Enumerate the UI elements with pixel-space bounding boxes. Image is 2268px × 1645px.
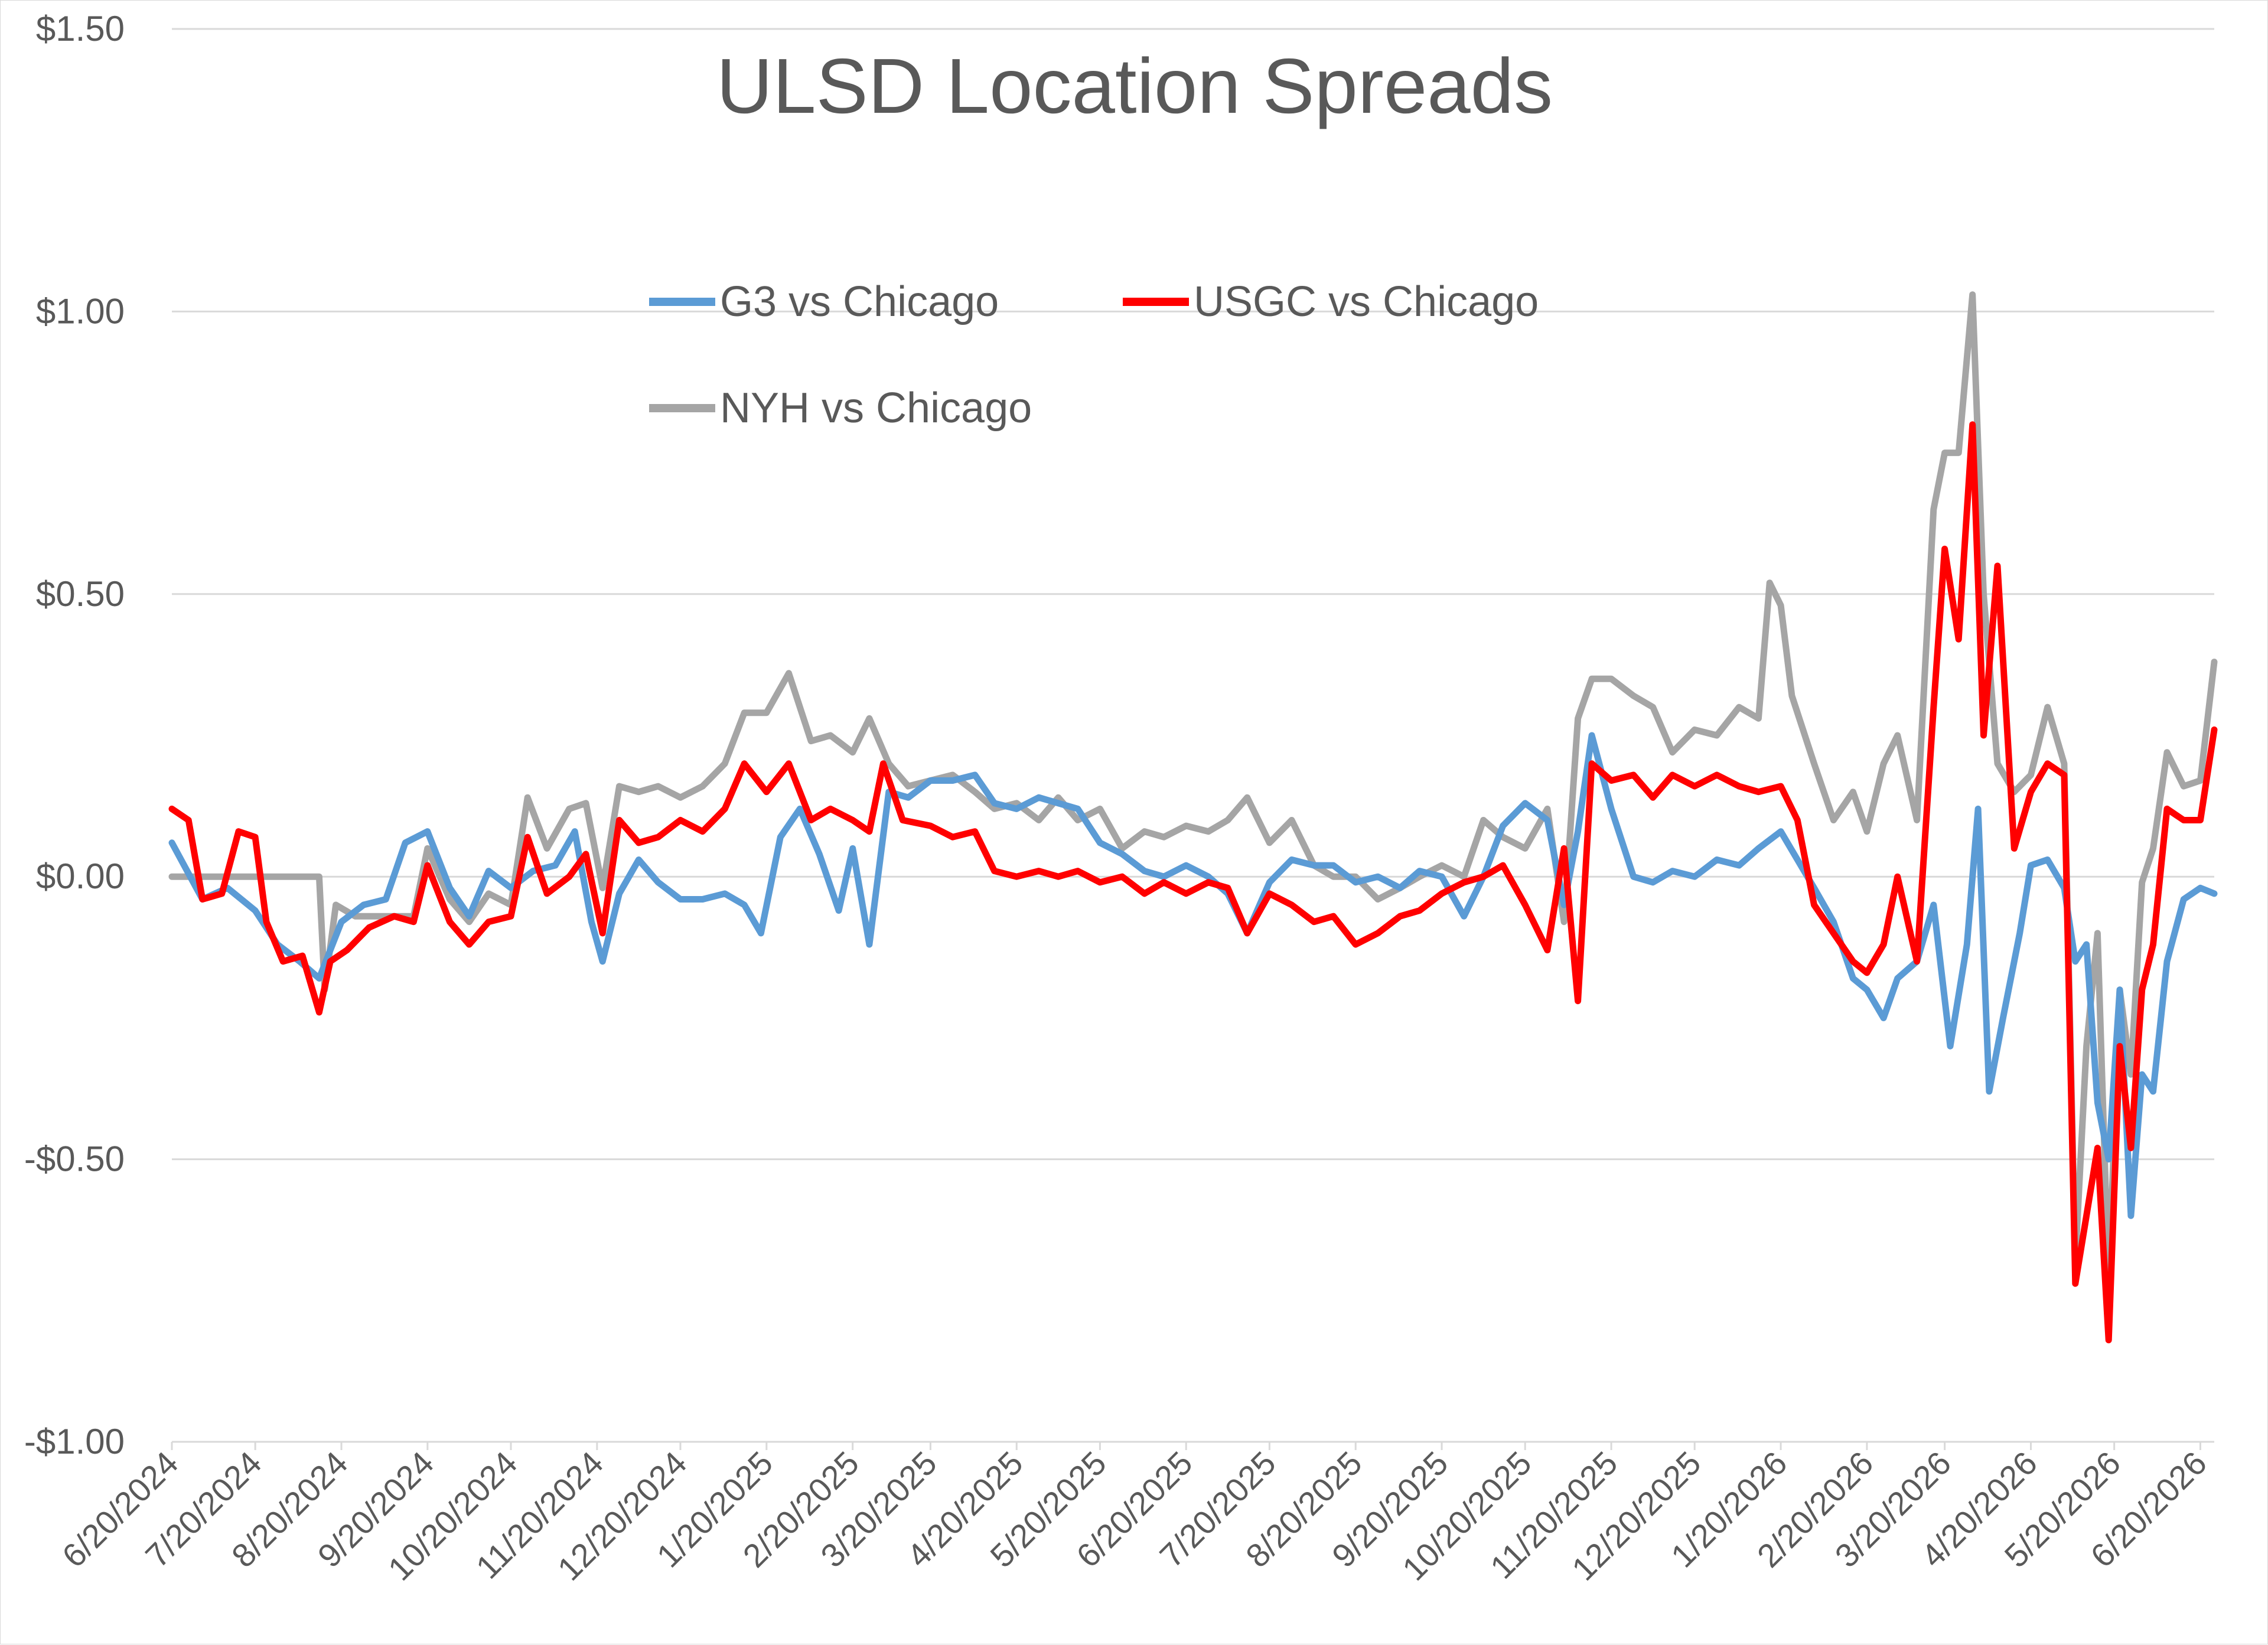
y-axis-ticks: $1.50 $1.00 $0.50 $0.00 -$0.50 -$1.00 [24, 9, 125, 1461]
legend-item-g3: G3 vs Chicago [649, 278, 999, 325]
legend: G3 vs Chicago USGC vs Chicago NYH vs Chi… [649, 278, 1539, 432]
legend-item-nyh: NYH vs Chicago [649, 385, 1032, 432]
chart-title: ULSD Location Spreads [716, 43, 1553, 129]
series-line-g3 [168, 732, 2218, 1219]
y-tick-label: $1.50 [36, 9, 125, 48]
series-line-usgc [168, 421, 2218, 1344]
y-tick-label: $0.50 [36, 574, 125, 614]
legend-item-usgc: USGC vs Chicago [1123, 278, 1539, 325]
legend-label-usgc: USGC vs Chicago [1194, 278, 1539, 325]
x-axis-ticks: 6/20/20247/20/20248/20/20249/20/202410/2… [55, 1442, 2214, 1588]
series-line-nyh [168, 291, 2218, 1287]
y-tick-label: -$1.00 [24, 1422, 125, 1461]
gridlines [172, 28, 2214, 1443]
y-tick-label: -$0.50 [24, 1139, 125, 1179]
legend-label-g3: G3 vs Chicago [720, 278, 999, 325]
series-lines [168, 291, 2218, 1344]
y-tick-label: $0.00 [36, 856, 125, 896]
y-tick-label: $1.00 [36, 291, 125, 331]
legend-label-nyh: NYH vs Chicago [720, 385, 1032, 432]
